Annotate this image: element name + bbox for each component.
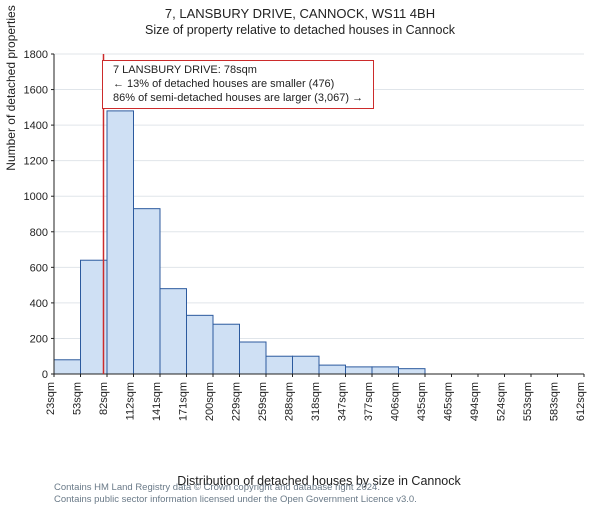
svg-text:347sqm: 347sqm — [337, 382, 349, 421]
svg-text:377sqm: 377sqm — [363, 382, 375, 421]
svg-text:288sqm: 288sqm — [284, 382, 296, 421]
svg-text:23sqm: 23sqm — [45, 382, 57, 415]
svg-text:583sqm: 583sqm — [549, 382, 561, 421]
svg-text:494sqm: 494sqm — [469, 382, 481, 421]
page-subtitle: Size of property relative to detached ho… — [0, 23, 600, 37]
svg-text:0: 0 — [42, 369, 48, 381]
y-axis-label: Number of detached properties — [4, 0, 18, 238]
svg-text:435sqm: 435sqm — [416, 382, 428, 421]
svg-text:800: 800 — [30, 227, 48, 239]
svg-text:524sqm: 524sqm — [496, 382, 508, 421]
svg-text:229sqm: 229sqm — [231, 382, 243, 421]
svg-text:612sqm: 612sqm — [575, 382, 587, 421]
svg-text:406sqm: 406sqm — [390, 382, 402, 421]
svg-text:200sqm: 200sqm — [204, 382, 216, 421]
attribution-text: Contains HM Land Registry data © Crown c… — [54, 482, 417, 506]
svg-text:1600: 1600 — [24, 85, 48, 97]
attribution-line-1: Contains HM Land Registry data © Crown c… — [54, 482, 417, 494]
chart-area: 02004006008001000120014001600180023sqm53… — [54, 54, 584, 424]
svg-text:141sqm: 141sqm — [151, 382, 163, 421]
svg-text:465sqm: 465sqm — [443, 382, 455, 421]
svg-text:318sqm: 318sqm — [310, 382, 322, 421]
svg-text:553sqm: 553sqm — [522, 382, 534, 421]
svg-text:171sqm: 171sqm — [178, 382, 190, 421]
svg-text:1800: 1800 — [24, 49, 48, 61]
svg-text:82sqm: 82sqm — [98, 382, 110, 415]
attribution-line-2: Contains public sector information licen… — [54, 494, 417, 506]
info-box: 7 LANSBURY DRIVE: 78sqm ← 13% of detache… — [102, 60, 374, 109]
info-line-smaller: ← 13% of detached houses are smaller (47… — [113, 78, 363, 92]
info-line-property: 7 LANSBURY DRIVE: 78sqm — [113, 64, 363, 78]
svg-text:1200: 1200 — [24, 156, 48, 168]
info-line-larger: 86% of semi-detached houses are larger (… — [113, 92, 363, 106]
page-title: 7, LANSBURY DRIVE, CANNOCK, WS11 4BH — [0, 6, 600, 21]
svg-text:600: 600 — [30, 262, 48, 274]
svg-text:1400: 1400 — [24, 120, 48, 132]
svg-text:400: 400 — [30, 298, 48, 310]
svg-text:53sqm: 53sqm — [72, 382, 84, 415]
histogram-chart: 02004006008001000120014001600180023sqm53… — [54, 54, 584, 424]
svg-text:259sqm: 259sqm — [257, 382, 269, 421]
svg-text:1000: 1000 — [24, 191, 48, 203]
svg-text:112sqm: 112sqm — [125, 382, 137, 420]
svg-text:200: 200 — [30, 333, 48, 345]
